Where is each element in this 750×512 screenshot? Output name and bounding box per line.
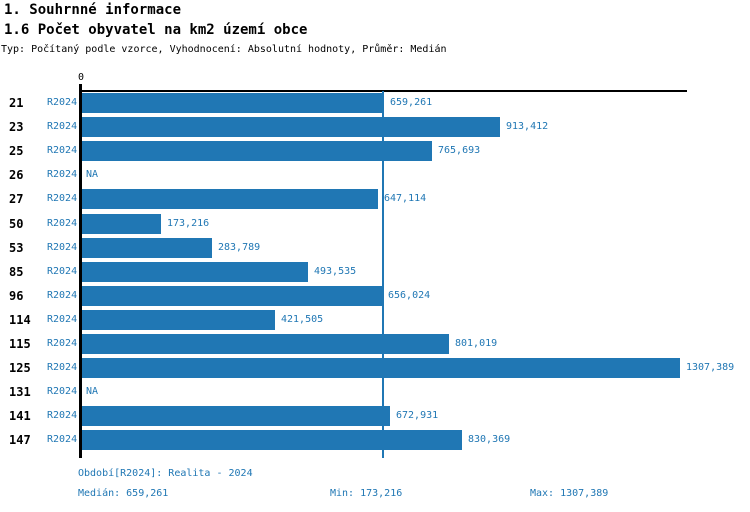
- table-row: 25 R2024 765,693: [0, 141, 750, 161]
- bar-value-label: 421,505: [281, 314, 324, 325]
- footer-max-label: Max: 1307,389: [530, 488, 609, 499]
- bar-value-label: NA: [86, 169, 99, 180]
- bar[interactable]: [82, 214, 161, 234]
- table-row: 131 R2024 NA: [0, 382, 750, 402]
- row-category-label: 85: [9, 265, 24, 279]
- row-category-label: 21: [9, 96, 24, 110]
- row-series-label: R2024: [47, 290, 78, 301]
- row-category-label: 131: [9, 385, 31, 399]
- row-series-label: R2024: [47, 314, 78, 325]
- bar[interactable]: [82, 334, 449, 354]
- row-series-label: R2024: [47, 169, 78, 180]
- row-category-label: 27: [9, 192, 24, 206]
- bar-value-label: 493,535: [314, 266, 357, 277]
- row-category-label: 50: [9, 217, 24, 231]
- bar[interactable]: [82, 406, 390, 426]
- row-category-label: 53: [9, 241, 24, 255]
- row-category-label: 26: [9, 168, 24, 182]
- footer-period-label: Období[R2024]: Realita - 2024: [78, 468, 253, 479]
- table-row: 96 R2024 656,024: [0, 286, 750, 306]
- bar-value-label: 283,789: [218, 242, 261, 253]
- table-row: 114 R2024 421,505: [0, 310, 750, 330]
- row-series-label: R2024: [47, 242, 78, 253]
- row-series-label: R2024: [47, 218, 78, 229]
- x-axis-zero-tick-label: 0: [77, 72, 85, 83]
- table-row: 85 R2024 493,535: [0, 262, 750, 282]
- row-series-label: R2024: [47, 434, 78, 445]
- row-series-label: R2024: [47, 97, 78, 108]
- bar-value-label: 656,024: [388, 290, 431, 301]
- chart-subtitle: Typ: Počítaný podle vzorce, Vyhodnocení:…: [1, 44, 447, 55]
- table-row: 125 R2024 1307,389: [0, 358, 750, 378]
- table-row: 53 R2024 283,789: [0, 238, 750, 258]
- bar[interactable]: [82, 189, 378, 209]
- row-series-label: R2024: [47, 338, 78, 349]
- chart-title: 1.6 Počet obyvatel na km2 území obce: [4, 22, 308, 38]
- report-section-title: 1. Souhrnné informace: [4, 2, 182, 18]
- bar[interactable]: [82, 430, 462, 450]
- row-series-label: R2024: [47, 145, 78, 156]
- bar[interactable]: [82, 93, 384, 113]
- bar[interactable]: [82, 117, 500, 137]
- row-category-label: 96: [9, 289, 24, 303]
- table-row: 26 R2024 NA: [0, 165, 750, 185]
- bar[interactable]: [82, 358, 680, 378]
- row-category-label: 125: [9, 361, 31, 375]
- bar-value-label: 173,216: [167, 218, 210, 229]
- bar-value-label: NA: [86, 386, 99, 397]
- table-row: 21 R2024 659,261: [0, 93, 750, 113]
- bar-value-label: 1307,389: [686, 362, 735, 373]
- table-row: 23 R2024 913,412: [0, 117, 750, 137]
- row-category-label: 147: [9, 433, 31, 447]
- row-series-label: R2024: [47, 386, 78, 397]
- footer-min-label: Min: 173,216: [330, 488, 403, 499]
- row-category-label: 114: [9, 313, 31, 327]
- footer-median-label: Medián: 659,261: [78, 488, 169, 499]
- bar-value-label: 672,931: [396, 410, 439, 421]
- bar-value-label: 765,693: [438, 145, 481, 156]
- row-series-label: R2024: [47, 121, 78, 132]
- row-series-label: R2024: [47, 266, 78, 277]
- row-series-label: R2024: [47, 362, 78, 373]
- bar[interactable]: [82, 262, 308, 282]
- table-row: 115 R2024 801,019: [0, 334, 750, 354]
- bar-value-label: 801,019: [455, 338, 498, 349]
- bar[interactable]: [82, 310, 275, 330]
- table-row: 50 R2024 173,216: [0, 214, 750, 234]
- table-row: 141 R2024 672,931: [0, 406, 750, 426]
- table-row: 27 R2024 647,114: [0, 189, 750, 209]
- bar[interactable]: [82, 141, 432, 161]
- bar[interactable]: [82, 286, 382, 306]
- bar[interactable]: [82, 238, 212, 258]
- row-category-label: 141: [9, 409, 31, 423]
- bar-value-label: 659,261: [390, 97, 433, 108]
- median-reference-line: [382, 91, 384, 458]
- row-series-label: R2024: [47, 410, 78, 421]
- table-row: 147 R2024 830,369: [0, 430, 750, 450]
- bar-value-label: 913,412: [506, 121, 549, 132]
- row-category-label: 23: [9, 120, 24, 134]
- bar-value-label: 830,369: [468, 434, 511, 445]
- row-category-label: 25: [9, 144, 24, 158]
- row-series-label: R2024: [47, 193, 78, 204]
- bar-value-label: 647,114: [384, 193, 427, 204]
- y-axis-line: [79, 84, 82, 458]
- row-category-label: 115: [9, 337, 31, 351]
